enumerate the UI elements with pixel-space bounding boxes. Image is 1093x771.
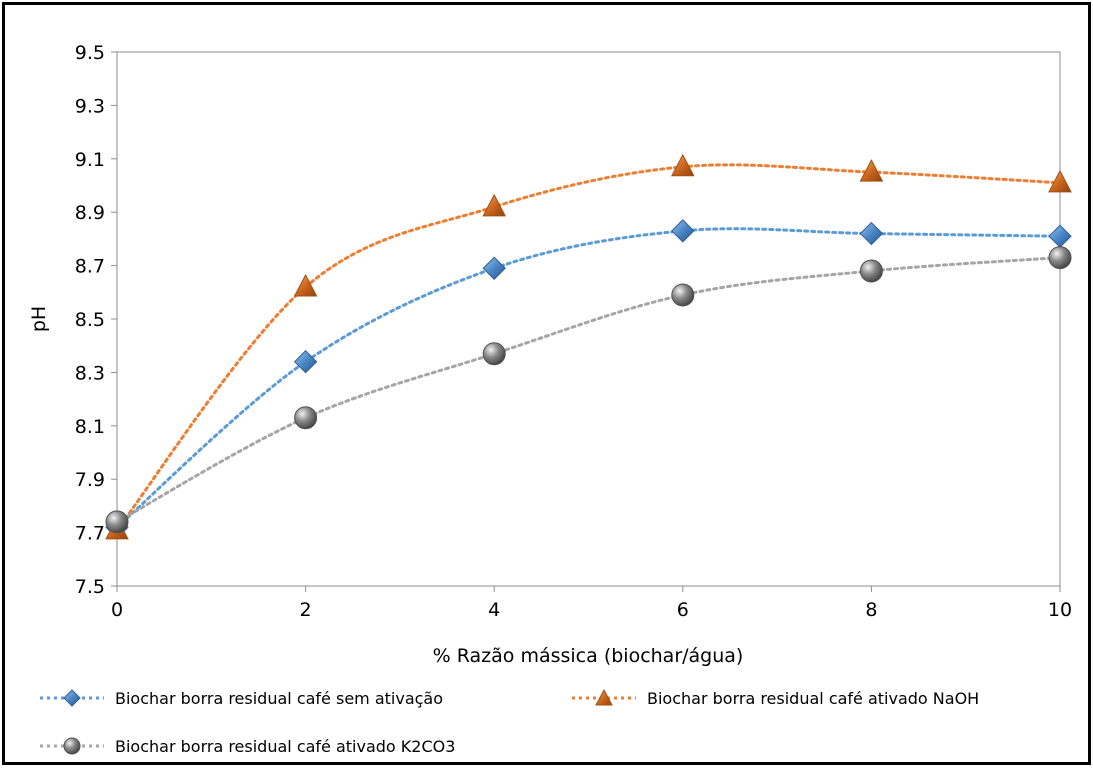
data-point-series-2 <box>671 283 695 307</box>
legend-entry-1: Biochar borra residual café ativado NaOH <box>572 688 979 708</box>
data-point-series-0 <box>859 221 884 246</box>
y-tick-label: 7.9 <box>75 469 105 491</box>
x-tick-label: 6 <box>677 599 689 621</box>
data-point-series-2 <box>1048 246 1072 270</box>
legend: Biochar borra residual café sem ativação… <box>40 688 979 756</box>
legend-marker-1 <box>595 688 613 706</box>
x-axis: 0 2 4 6 8 10 <box>111 586 1072 621</box>
x-tick-label: 0 <box>111 599 123 621</box>
data-point-series-0 <box>482 256 506 280</box>
data-point-series-2 <box>482 342 506 366</box>
series-line-1 <box>115 163 1062 532</box>
y-tick-label: 8.5 <box>75 309 105 331</box>
x-tick-label: 4 <box>488 599 500 621</box>
data-point-series-0 <box>293 350 318 374</box>
data-point-series-2 <box>294 406 318 430</box>
legend-label-2: Biochar borra residual café ativado K2CO… <box>115 737 455 756</box>
y-tick-label: 9.1 <box>75 149 105 171</box>
series-layer <box>105 153 1072 540</box>
y-tick-label: 8.9 <box>75 202 105 224</box>
x-tick-label: 2 <box>300 599 312 621</box>
y-tick-label: 8.7 <box>75 256 105 278</box>
y-tick-label: 9.5 <box>75 42 105 64</box>
y-tick-label: 7.7 <box>75 523 105 545</box>
legend-marker-0 <box>63 689 81 707</box>
y-tick-label: 8.1 <box>75 416 105 438</box>
data-point-series-1 <box>1048 169 1072 193</box>
y-axis: 7.5 7.7 7.9 8.1 8.3 8.5 8.7 8.9 9.1 9.3 9.5 <box>75 42 117 598</box>
y-tick-label: 7.5 <box>75 576 105 598</box>
x-tick-label: 10 <box>1048 599 1072 621</box>
legend-entry-2: Biochar borra residual café ativado K2CO… <box>40 737 455 756</box>
series-line-2 <box>115 256 1062 524</box>
legend-label-0: Biochar borra residual café sem ativação <box>115 689 443 708</box>
y-tick-label: 9.3 <box>75 95 105 117</box>
series-line-0 <box>115 227 1062 529</box>
legend-label-1: Biochar borra residual café ativado NaOH <box>647 689 979 708</box>
data-point-series-1 <box>670 153 695 177</box>
legend-entry-0: Biochar borra residual café sem ativação <box>40 689 443 708</box>
y-tick-label: 8.3 <box>75 362 105 384</box>
legend-marker-2 <box>63 737 81 755</box>
x-axis-title: % Razão mássica (biochar/água) <box>433 645 744 667</box>
data-point-series-1 <box>293 273 318 297</box>
data-point-series-1 <box>482 193 507 217</box>
data-point-series-1 <box>859 159 884 182</box>
data-point-series-2 <box>105 510 129 534</box>
plot-area <box>116 51 1061 587</box>
data-point-series-2 <box>859 259 883 283</box>
x-tick-label: 8 <box>865 599 877 621</box>
data-point-series-0 <box>671 219 695 243</box>
y-axis-title: pH <box>28 306 50 332</box>
